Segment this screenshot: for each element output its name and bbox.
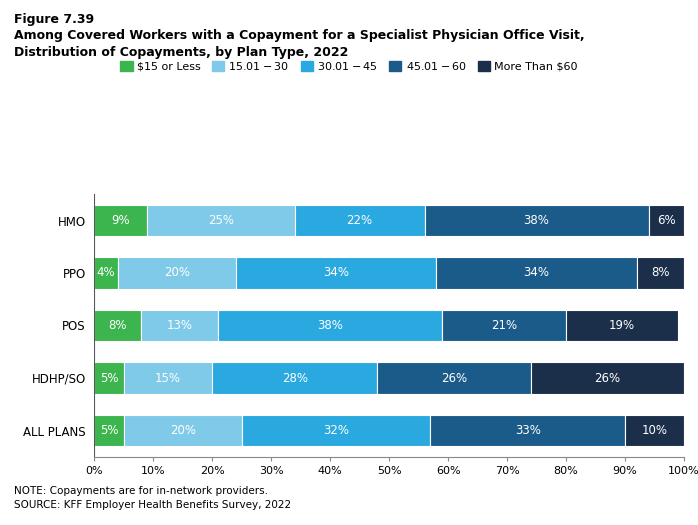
Text: 22%: 22% (347, 214, 373, 227)
Text: 20%: 20% (164, 267, 190, 279)
Bar (530, 362, 684, 394)
Bar (637, 257, 684, 289)
Text: 34%: 34% (323, 267, 349, 279)
Bar (94, 257, 118, 289)
Bar (212, 362, 378, 394)
Text: 5%: 5% (100, 372, 118, 384)
Bar (625, 415, 684, 446)
Bar (242, 415, 431, 446)
Text: 32%: 32% (323, 424, 349, 437)
Bar (648, 205, 684, 236)
Bar (124, 415, 242, 446)
Text: 34%: 34% (524, 267, 549, 279)
Bar (436, 257, 637, 289)
Legend: $15 or Less, $15.01 - $30, $30.01 - $45, $45.01 - $60, More Than $60: $15 or Less, $15.01 - $30, $30.01 - $45,… (120, 60, 578, 71)
Text: SOURCE: KFF Employer Health Benefits Survey, 2022: SOURCE: KFF Employer Health Benefits Sur… (14, 500, 291, 510)
Text: 21%: 21% (491, 319, 517, 332)
Bar (118, 257, 236, 289)
Text: 8%: 8% (651, 267, 669, 279)
Text: Figure 7.39: Figure 7.39 (14, 13, 94, 26)
Text: NOTE: Copayments are for in-network providers.: NOTE: Copayments are for in-network prov… (14, 486, 268, 496)
Text: 8%: 8% (109, 319, 127, 332)
Text: 6%: 6% (657, 214, 676, 227)
Text: 20%: 20% (170, 424, 195, 437)
Bar (124, 362, 212, 394)
Bar (443, 310, 566, 341)
Bar (295, 205, 424, 236)
Bar (378, 362, 530, 394)
Bar (236, 257, 436, 289)
Text: 38%: 38% (524, 214, 549, 227)
Bar (94, 362, 124, 394)
Text: 26%: 26% (594, 372, 621, 384)
Text: 26%: 26% (441, 372, 467, 384)
Text: 19%: 19% (609, 319, 635, 332)
Bar (142, 310, 218, 341)
Text: Among Covered Workers with a Copayment for a Specialist Physician Office Visit,: Among Covered Workers with a Copayment f… (14, 29, 585, 42)
Bar (424, 205, 648, 236)
Text: 25%: 25% (208, 214, 234, 227)
Text: 28%: 28% (282, 372, 308, 384)
Text: Distribution of Copayments, by Plan Type, 2022: Distribution of Copayments, by Plan Type… (14, 46, 348, 59)
Text: 10%: 10% (641, 424, 667, 437)
Bar (218, 310, 443, 341)
Text: 15%: 15% (155, 372, 181, 384)
Text: 5%: 5% (100, 424, 118, 437)
Text: 38%: 38% (317, 319, 343, 332)
Text: 4%: 4% (97, 267, 115, 279)
Bar (566, 310, 678, 341)
Bar (94, 310, 142, 341)
Text: 9%: 9% (112, 214, 130, 227)
Text: 33%: 33% (515, 424, 541, 437)
Bar (431, 415, 625, 446)
Text: 13%: 13% (167, 319, 193, 332)
Bar (147, 205, 295, 236)
Bar (94, 205, 147, 236)
Bar (94, 415, 124, 446)
